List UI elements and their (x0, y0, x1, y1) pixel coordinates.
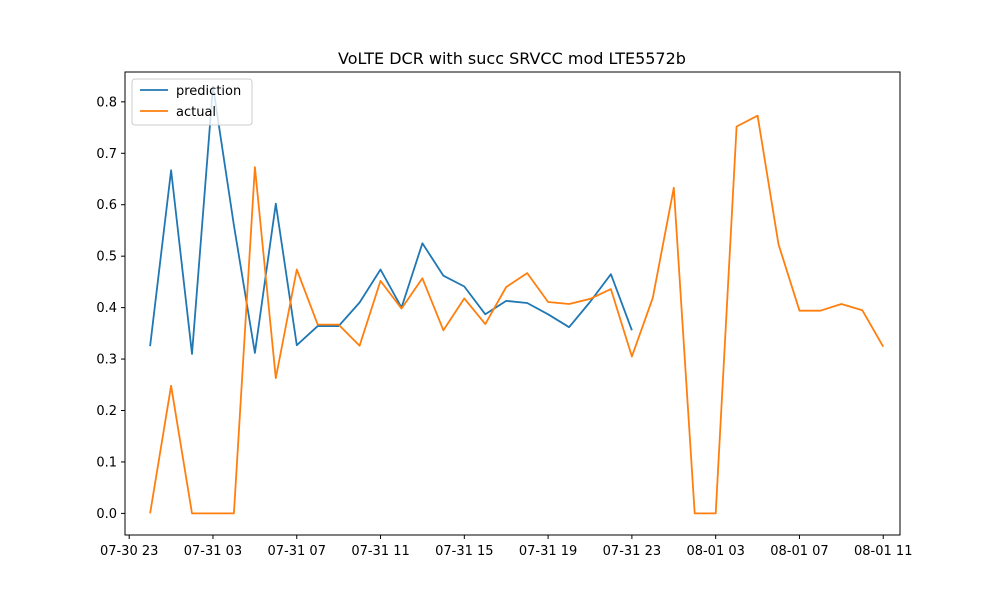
x-tick-label: 07-31 11 (351, 544, 409, 559)
x-tick-label: 08-01 11 (854, 544, 912, 559)
x-tick-label: 07-31 23 (603, 544, 661, 559)
x-tick-label: 08-01 03 (686, 544, 744, 559)
legend-label-actual: actual (176, 105, 216, 120)
x-tick-label: 07-31 15 (435, 544, 493, 559)
legend: prediction actual (131, 78, 253, 126)
plot-area (124, 71, 901, 536)
y-tick-label: 0.1 (96, 455, 117, 470)
x-tick-label: 08-01 07 (770, 544, 828, 559)
y-tick-label: 0.3 (96, 353, 117, 368)
x-tick-label: 07-31 03 (184, 544, 242, 559)
series-line-actual (149, 114, 884, 515)
x-tick-label: 07-31 07 (268, 544, 326, 559)
plot-frame (124, 71, 901, 536)
legend-label-prediction: prediction (176, 84, 241, 99)
x-axis: 07-30 23 07-31 03 07-31 07 07-31 11 07-31 15… (100, 535, 912, 559)
y-tick-label: 0.4 (96, 301, 117, 316)
y-tick-label: 0.2 (96, 404, 117, 419)
y-tick-label: 0.0 (96, 507, 117, 522)
y-axis: 0.0 0.1 0.2 0.3 0.4 0.5 0.6 0.7 0.8 (96, 95, 125, 522)
y-tick-label: 0.8 (96, 95, 117, 110)
x-tick-label: 07-30 23 (100, 544, 158, 559)
chart-title: VoLTE DCR with succ SRVCC mod LTE5572b (338, 49, 686, 68)
y-tick-label: 0.5 (96, 250, 117, 265)
x-tick-label: 07-31 19 (519, 544, 577, 559)
series-layer (149, 85, 884, 515)
y-tick-label: 0.7 (96, 147, 117, 162)
y-tick-label: 0.6 (96, 198, 117, 213)
series-line-prediction (149, 85, 633, 355)
